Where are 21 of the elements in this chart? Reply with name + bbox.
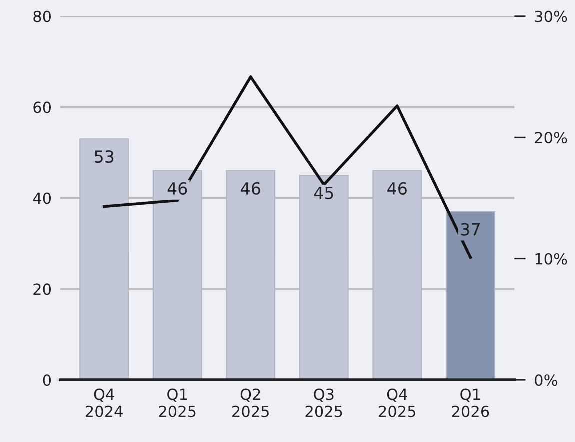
data-label: 46 [168,182,188,195]
y-tick-label: 40 [33,192,52,204]
y-tick-label: 20 [34,284,52,296]
data-label: 45 [314,187,334,200]
y2-tick-label: 20% [535,132,568,144]
y2-tick-label: 10% [536,253,568,265]
data-label: 37 [461,223,480,236]
y-tick-label: 80 [34,10,52,22]
y2-tick-label: 30% [535,10,568,22]
data-label: 53 [95,150,114,164]
y2-tick-label: 0% [535,374,558,386]
y-tick-label: 0 [43,374,52,386]
data-label: 46 [241,182,260,195]
x-tick-label: Q1 2026 [452,388,490,418]
x-tick-label: Q4 2025 [379,388,416,418]
x-tick-label: Q2 2025 [232,388,269,418]
y-tick-label: 60 [34,102,52,114]
x-tick-label: Q4 2024 [86,388,123,418]
x-tick-label: Q1 2025 [159,388,196,418]
data-label: 46 [388,182,407,195]
x-tick-label: Q3 2025 [306,388,342,418]
